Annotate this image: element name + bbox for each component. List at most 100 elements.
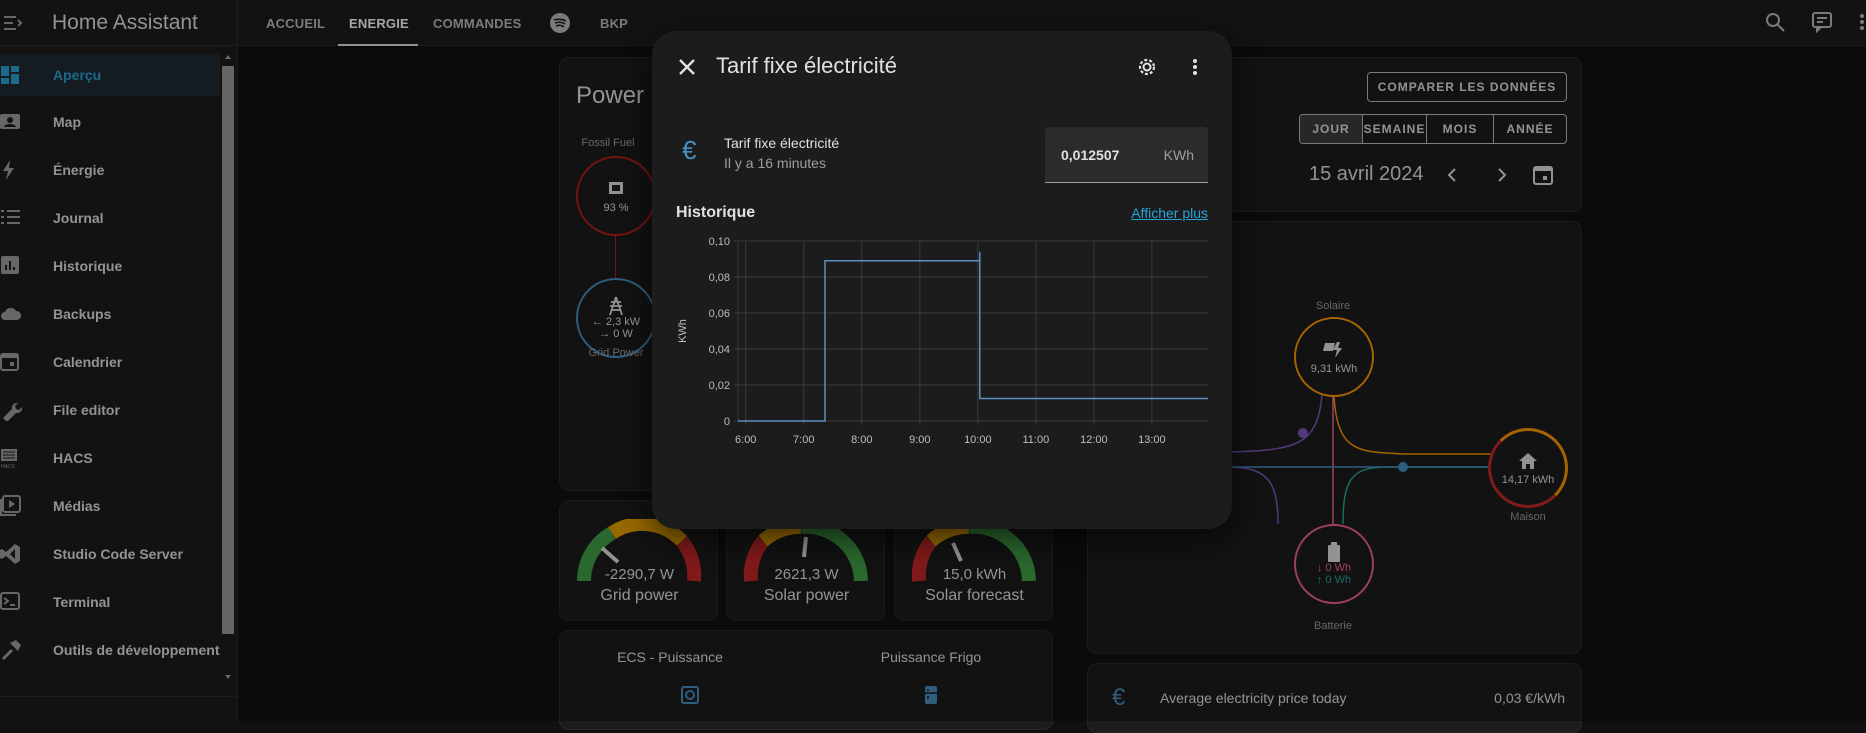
- history-title: Historique: [676, 204, 756, 221]
- sidebar-header: Home Assistant: [0, 0, 237, 46]
- sidebar-item-label: Énergie: [53, 162, 105, 178]
- dialog-more-icon[interactable]: [1190, 55, 1200, 79]
- sidebar-item-terminal[interactable]: Terminal: [0, 581, 220, 623]
- value-input[interactable]: 0,012507 KWh: [1045, 127, 1208, 183]
- map-icon: [0, 114, 20, 129]
- settings-icon[interactable]: [1135, 55, 1159, 79]
- x-tick-label: 12:00: [1080, 434, 1108, 446]
- tab-energie[interactable]: ENERGIE: [349, 15, 409, 31]
- period-jour[interactable]: JOUR: [1300, 115, 1363, 143]
- x-tick-label: 6:00: [735, 434, 756, 446]
- sidebar-item-label: Aperçu: [53, 67, 102, 83]
- battery-out: ↑ 0 Wh: [1316, 574, 1352, 586]
- fossil-label: Fossil Fuel: [581, 137, 635, 149]
- search-icon[interactable]: [1760, 7, 1790, 37]
- tab-spotify[interactable]: [550, 8, 578, 38]
- sidebar-item-label: Terminal: [53, 594, 111, 610]
- assist-icon[interactable]: [1807, 7, 1837, 37]
- input-value: 0,012507: [1061, 147, 1120, 163]
- fridge-icon[interactable]: [921, 685, 941, 705]
- sidebar-item-label: Calendrier: [53, 354, 123, 370]
- hammer-icon: [2, 640, 21, 660]
- menu-toggle-icon[interactable]: [0, 0, 46, 46]
- app-title: Home Assistant: [52, 10, 198, 34]
- period-semaine[interactable]: SEMAINE: [1363, 115, 1427, 143]
- sidebar-item-map[interactable]: Map: [0, 101, 220, 143]
- list-icon: [1, 210, 20, 224]
- forecast-gauge-name: Solar forecast: [925, 587, 1024, 604]
- svg-text:HACS: HACS: [1, 464, 16, 469]
- active-tab-indicator: [338, 44, 418, 46]
- sidebar-item-file-editor[interactable]: File editor: [0, 389, 220, 431]
- solar-circle[interactable]: 9,31 kWh: [1294, 317, 1374, 397]
- grid-gauge-value: -2290,7 W: [604, 566, 675, 583]
- x-tick-label: 8:00: [851, 434, 872, 446]
- sidebar-item-label: Backups: [53, 306, 112, 322]
- series-line: [738, 251, 1208, 422]
- sidebar-item-energie[interactable]: Énergie: [0, 149, 220, 191]
- tab-accueil[interactable]: ACCUEIL: [266, 15, 326, 31]
- sidebar-item-historique[interactable]: Historique: [0, 245, 220, 287]
- sidebar-item-outils[interactable]: Outils de développement: [0, 629, 220, 671]
- sidebar-item-backups[interactable]: Backups: [0, 293, 220, 335]
- y-tick-label: 0,02: [709, 380, 730, 392]
- sidebar-item-calendrier[interactable]: Calendrier: [0, 341, 220, 383]
- battery-circle[interactable]: ↓ 0 Wh ↑ 0 Wh: [1294, 524, 1374, 604]
- home-icon: [1519, 452, 1537, 469]
- grid-gauge: [576, 519, 702, 582]
- wrench-icon: [3, 402, 22, 421]
- battery-label: Batterie: [1314, 620, 1352, 632]
- sidebar-item-journal[interactable]: Journal: [0, 197, 220, 239]
- period-annee[interactable]: ANNÉE: [1506, 122, 1554, 136]
- sidebar-item-studio-code-server[interactable]: Studio Code Server: [0, 533, 220, 575]
- play-icon: [0, 495, 21, 516]
- fossil-line: [615, 236, 616, 278]
- solar-gauge-name: Solar power: [763, 587, 850, 604]
- cloud-icon: [1, 307, 22, 320]
- sidebar-scrollbar[interactable]: [222, 52, 234, 682]
- sidebar-divider: [0, 696, 238, 697]
- history-chart[interactable]: 0 0,02 0,04 0,06 0,08 0,10 6:00 7:00 8:00 9:00 10:…: [652, 229, 1212, 489]
- chevron-left-icon[interactable]: [1443, 165, 1463, 185]
- home-circle[interactable]: 14,17 kWh: [1488, 428, 1568, 508]
- more-menu-icon[interactable]: [1850, 7, 1866, 37]
- calendar-icon[interactable]: [1532, 164, 1554, 186]
- dashboard-icon: [1, 66, 19, 84]
- sidebar-item-medias[interactable]: Médias: [0, 485, 220, 527]
- y-axis-label: KWh: [677, 319, 689, 343]
- transmission-tower-icon: [609, 296, 623, 316]
- forecast-gauge-value: 15,0 kWh: [942, 566, 1007, 583]
- y-tick-label: 0,10: [709, 236, 730, 248]
- sidebar-item-label: Outils de développement: [53, 642, 220, 658]
- close-icon[interactable]: [677, 57, 697, 77]
- water-heater-icon[interactable]: [680, 685, 700, 705]
- x-tick-label: 11:00: [1023, 434, 1050, 446]
- period-selector: JOUR SEMAINE MOIS ANNÉE: [1299, 114, 1567, 144]
- grid-circle[interactable]: ← 2,3 kW → 0 W: [576, 278, 656, 358]
- price-value: 0,03 €/kWh: [1494, 690, 1565, 706]
- y-tick-label: 0,06: [709, 308, 730, 320]
- solar-label: Solaire: [1315, 300, 1351, 312]
- chevron-right-icon[interactable]: [1491, 165, 1511, 185]
- sidebar-item-apercu[interactable]: Aperçu: [0, 54, 220, 96]
- x-tick-label: 9:00: [909, 434, 930, 446]
- sidebar-item-label: Studio Code Server: [53, 546, 183, 562]
- sidebar-scroll-thumb[interactable]: [222, 66, 234, 634]
- sidebar-item-hacs[interactable]: HACS HACS: [0, 437, 220, 479]
- compare-data-button[interactable]: COMPARER LES DONNÉES: [1367, 72, 1567, 102]
- dialog-title: Tarif fixe électricité: [716, 53, 897, 78]
- sidebar-item-label: Médias: [53, 498, 101, 514]
- show-more-link[interactable]: Afficher plus: [1131, 205, 1208, 221]
- period-mois[interactable]: MOIS: [1427, 115, 1494, 143]
- sidebar: Home Assistant Aperçu Map Énergie Journa…: [0, 0, 238, 721]
- tab-bkp[interactable]: BKP: [600, 15, 629, 31]
- current-date: 15 avril 2024: [1309, 163, 1424, 185]
- y-tick-label: 0: [724, 416, 730, 428]
- spotify-icon: [550, 13, 570, 33]
- sidebar-item-label: Journal: [53, 210, 104, 226]
- y-tick-label: 0,04: [709, 344, 730, 356]
- vscode-icon: [0, 544, 20, 564]
- tab-commandes[interactable]: COMMANDES: [433, 15, 522, 31]
- last-updated: Il y a 16 minutes: [724, 155, 826, 171]
- terminal-icon: [0, 592, 20, 610]
